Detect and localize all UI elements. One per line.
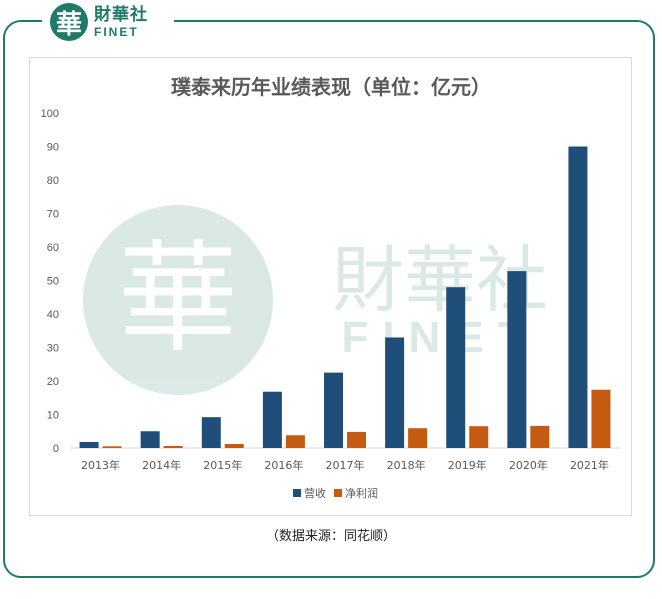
legend-label-net-profit: 净利润 [345,486,378,500]
y-tick-label: 30 [47,343,59,355]
x-tick-label: 2020年 [509,458,548,472]
x-tick-label: 2015年 [203,458,242,472]
logo-text: 財華社 FINET [94,4,148,39]
watermark: 華 財華社 FINET [83,205,548,395]
net-profit-bar [163,445,183,448]
y-tick-label: 10 [47,410,59,422]
net-profit-bar [347,431,366,448]
y-tick-label: 100 [41,108,59,120]
source-note: （数据来源：同花顺） [265,529,396,544]
net-profit-bar [102,446,122,448]
x-tick-label: 2018年 [387,458,426,472]
bars [79,146,611,448]
revenue-bar [201,417,221,448]
logo-badge-icon: 華 [50,3,88,41]
net-profit-bar [408,428,428,448]
y-tick-label: 20 [47,376,59,388]
x-tick-label: 2021年 [570,458,609,472]
x-tick-label: 2019年 [448,458,487,472]
y-tick-label: 40 [47,309,59,321]
legend-swatch-net-profit [334,489,342,497]
y-tick-label: 0 [53,443,59,455]
watermark-seal-icon [83,205,273,395]
x-tick-label: 2016年 [264,458,303,472]
watermark-seal-char: 華 [118,230,238,369]
card-frame [3,20,655,578]
legend-label-revenue: 营收 [304,486,326,500]
legend-swatch-revenue [293,489,301,497]
revenue-bar [324,372,343,448]
revenue-bar [262,391,282,448]
net-profit-bar [224,443,244,448]
x-tick-label: 2013年 [81,458,120,472]
logo-name-en: FINET [94,24,139,39]
y-tick-label: 90 [47,142,59,154]
revenue-bar [446,287,466,448]
finet-logo: 華 財華社 FINET [42,0,174,44]
y-tick-label: 60 [47,242,59,254]
y-tick-label: 70 [47,209,59,221]
y-tick-label: 50 [47,276,59,288]
chart-title: 璞泰来历年业绩表现（单位：亿元） [171,75,491,99]
revenue-bar [568,146,588,448]
legend: 营收 净利润 [293,486,378,500]
y-axis: 0 10 20 30 40 50 60 70 80 90 100 [41,108,620,455]
revenue-bar [507,271,527,448]
logo-name-cn: 財華社 [94,4,148,25]
revenue-bar [79,441,99,448]
revenue-bar [385,337,405,448]
revenue-bar [140,431,160,448]
x-tick-label: 2014年 [142,458,181,472]
net-profit-bar [530,425,550,448]
x-tick-label: 2017年 [326,458,365,472]
y-tick-label: 80 [47,175,59,187]
x-axis: 2013年 2014年 2015年 2016年 2017年 2018年 2019年 2020年… [81,458,609,472]
watermark-name-en: FINET [341,313,538,362]
net-profit-bar [285,435,305,448]
net-profit-bar [469,426,489,448]
net-profit-bar [591,389,611,448]
